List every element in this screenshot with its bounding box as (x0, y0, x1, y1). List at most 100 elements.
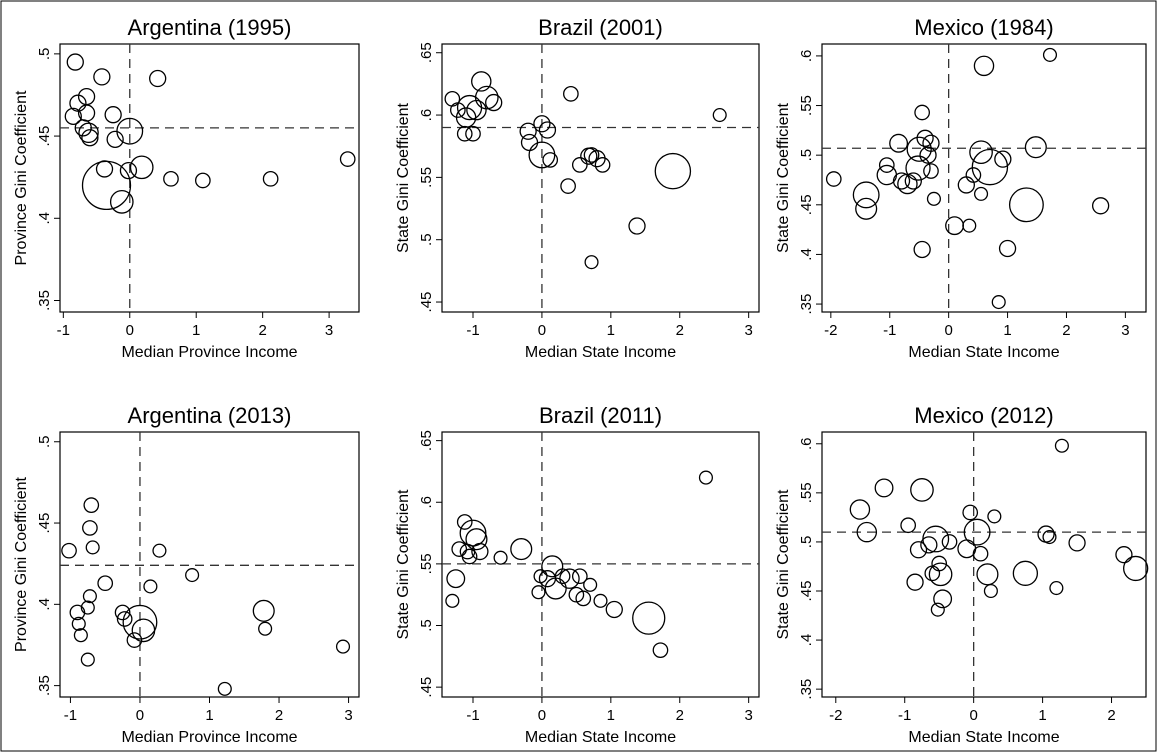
data-point (874, 478, 894, 498)
x-tick-label: -1 (57, 322, 70, 339)
data-point (93, 68, 111, 86)
data-point (878, 157, 895, 173)
data-point (185, 568, 200, 583)
data-point (910, 478, 934, 502)
data-point (471, 71, 492, 92)
data-point (905, 155, 931, 181)
x-tick-label: 2 (1107, 707, 1115, 724)
scatter-panel: Brazil (2011) -1 0 1 2 3 .45 .5 .55 .6 .65 Median S… (395, 403, 760, 746)
x-tick-label: 1 (607, 707, 615, 724)
data-point (852, 181, 880, 209)
x-tick-label: 0 (538, 322, 546, 339)
data-point (593, 593, 608, 608)
data-point (1042, 529, 1057, 545)
data-point (712, 108, 727, 123)
scatter-panel: Mexico (1984) -2 -1 0 1 2 3 .35 .4 .45 .5 .55 .6 Medi… (775, 15, 1147, 361)
data-point (465, 528, 488, 551)
x-axis-label: Median State Income (525, 729, 676, 746)
data-point (69, 94, 87, 112)
y-tick-label: .5 (36, 48, 53, 61)
x-tick-label: -2 (824, 322, 837, 339)
data-point (991, 295, 1006, 310)
data-point (119, 161, 138, 180)
y-tick-label: .6 (798, 50, 815, 63)
x-axis-label: Median Province Income (121, 729, 297, 746)
x-tick-label: 3 (744, 707, 752, 724)
data-point (445, 593, 460, 608)
data-point (583, 147, 600, 163)
y-tick-label: .45 (36, 513, 53, 534)
data-point (97, 575, 114, 592)
x-tick-label: 3 (1121, 322, 1129, 339)
data-point (584, 255, 599, 270)
data-point (560, 178, 576, 194)
data-point (339, 151, 356, 167)
data-point (61, 542, 77, 559)
plot-area (821, 431, 1147, 698)
data-point (152, 543, 167, 558)
data-point (974, 186, 989, 201)
data-point (493, 550, 508, 565)
data-point (628, 217, 646, 235)
y-tick-label: .65 (418, 430, 435, 451)
data-point (963, 518, 991, 546)
y-tick-label: .55 (418, 167, 435, 188)
data-point (109, 189, 134, 214)
data-point (538, 121, 557, 139)
data-point (575, 590, 592, 607)
data-point (510, 538, 533, 561)
x-tick-label: -1 (466, 707, 479, 724)
data-point (987, 509, 1002, 524)
data-point (594, 157, 611, 173)
data-point (969, 140, 993, 165)
data-point (258, 621, 273, 636)
data-point (919, 146, 937, 164)
x-tick-label: -2 (829, 707, 842, 724)
y-tick-label: .45 (418, 677, 435, 698)
data-point (114, 604, 131, 621)
data-point (855, 197, 878, 220)
data-point (519, 122, 537, 140)
y-axis-label: State Gini Coefficient (775, 489, 792, 640)
data-point (129, 155, 154, 180)
data-point (217, 681, 232, 696)
x-axis-label: Median State Income (908, 729, 1059, 746)
data-point (71, 616, 86, 631)
data-point (456, 125, 473, 142)
y-tick-label: .6 (418, 109, 435, 122)
data-point (126, 632, 143, 648)
data-point (906, 136, 932, 162)
data-point (81, 160, 132, 211)
data-point (465, 125, 481, 142)
x-tick-label: 1 (1003, 322, 1011, 339)
data-point (456, 514, 473, 530)
y-tick-label: .5 (36, 435, 53, 448)
data-point (922, 134, 940, 152)
data-point (962, 218, 977, 233)
data-point (849, 499, 871, 520)
data-point (913, 240, 931, 259)
x-tick-label: 2 (258, 322, 266, 339)
data-point (559, 568, 580, 589)
y-tick-label: .35 (798, 679, 815, 700)
y-tick-label: .55 (798, 482, 815, 503)
data-point (900, 517, 917, 534)
data-point (1012, 560, 1039, 586)
data-point (654, 152, 692, 190)
data-point (461, 548, 478, 565)
data-point (916, 129, 934, 147)
y-tick-label: .35 (36, 290, 53, 311)
data-point (80, 652, 95, 667)
data-point (1091, 197, 1110, 215)
data-point (994, 150, 1012, 168)
x-tick-label: 0 (136, 707, 144, 724)
x-tick-label: -1 (466, 322, 479, 339)
data-point (252, 599, 275, 622)
data-point (104, 106, 122, 124)
panel-title: Brazil (2011) (539, 403, 662, 428)
x-tick-label: 3 (744, 322, 752, 339)
data-point (66, 53, 84, 71)
data-point (965, 167, 982, 183)
